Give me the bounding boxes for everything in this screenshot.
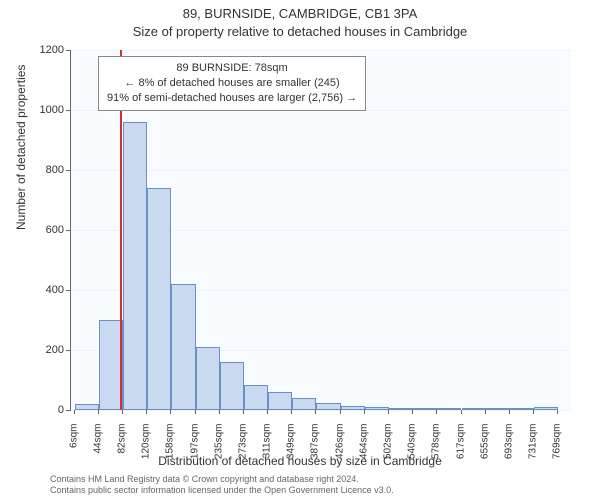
histogram-bar — [413, 408, 437, 410]
xtick-mark — [557, 410, 558, 414]
histogram-bar — [75, 404, 99, 410]
ytick-mark — [66, 230, 70, 231]
y-axis-label: Number of detached properties — [14, 65, 28, 230]
ytick-mark — [66, 170, 70, 171]
xtick-label: 120sqm — [140, 424, 151, 474]
info-box: 89 BURNSIDE: 78sqm ← 8% of detached hous… — [98, 56, 366, 111]
histogram-bar — [316, 403, 341, 411]
histogram-bar — [244, 385, 268, 411]
xtick-mark — [315, 410, 316, 414]
xtick-mark — [509, 410, 510, 414]
info-box-line1: 89 BURNSIDE: 78sqm — [107, 61, 357, 76]
xtick-label: 502sqm — [382, 424, 393, 474]
xtick-label: 617sqm — [455, 424, 466, 474]
histogram-bar — [510, 408, 534, 410]
ytick-label: 0 — [34, 404, 64, 416]
xtick-label: 540sqm — [406, 424, 417, 474]
ytick-mark — [66, 350, 70, 351]
histogram-bar — [292, 398, 316, 410]
xtick-mark — [170, 410, 171, 414]
histogram-bar — [389, 408, 413, 410]
xtick-mark — [364, 410, 365, 414]
xtick-mark — [533, 410, 534, 414]
ytick-mark — [66, 50, 70, 51]
xtick-label: 311sqm — [261, 424, 272, 474]
xtick-label: 158sqm — [165, 424, 176, 474]
ytick-label: 600 — [34, 224, 64, 236]
xtick-label: 693sqm — [503, 424, 514, 474]
histogram-bar — [99, 320, 123, 410]
xtick-mark — [146, 410, 147, 414]
xtick-label: 235sqm — [213, 424, 224, 474]
xtick-mark — [122, 410, 123, 414]
xtick-label: 426sqm — [334, 424, 345, 474]
xtick-label: 197sqm — [189, 424, 200, 474]
histogram-bar — [123, 122, 147, 410]
histogram-bar — [365, 407, 389, 410]
ytick-mark — [66, 290, 70, 291]
xtick-label: 349sqm — [285, 424, 296, 474]
xtick-label: 387sqm — [309, 424, 320, 474]
xtick-mark — [388, 410, 389, 414]
xtick-label: 578sqm — [430, 424, 441, 474]
xtick-label: 731sqm — [527, 424, 538, 474]
xtick-mark — [195, 410, 196, 414]
xtick-mark — [267, 410, 268, 414]
histogram-bar — [268, 392, 292, 410]
xtick-mark — [436, 410, 437, 414]
title-sub: Size of property relative to detached ho… — [0, 24, 600, 39]
xtick-label: 769sqm — [551, 424, 562, 474]
ytick-label: 800 — [34, 164, 64, 176]
footer-line1: Contains HM Land Registry data © Crown c… — [50, 474, 394, 485]
ytick-label: 400 — [34, 284, 64, 296]
histogram-bar — [341, 406, 365, 411]
ytick-label: 1200 — [34, 44, 64, 56]
gridline — [71, 50, 571, 51]
ytick-mark — [66, 410, 70, 411]
histogram-bar — [220, 362, 244, 410]
histogram-bar — [437, 408, 462, 410]
xtick-mark — [98, 410, 99, 414]
xtick-mark — [291, 410, 292, 414]
histogram-bar — [486, 408, 510, 410]
xtick-mark — [74, 410, 75, 414]
histogram-bar — [462, 408, 486, 410]
info-box-line3: 91% of semi-detached houses are larger (… — [107, 91, 357, 106]
histogram-bar — [534, 407, 558, 410]
xtick-mark — [340, 410, 341, 414]
xtick-label: 655sqm — [479, 424, 490, 474]
histogram-bar — [196, 347, 220, 410]
histogram-bar — [147, 188, 171, 410]
ytick-mark — [66, 110, 70, 111]
xtick-mark — [485, 410, 486, 414]
info-box-line2: ← 8% of detached houses are smaller (245… — [107, 76, 357, 91]
xtick-label: 464sqm — [358, 424, 369, 474]
footer: Contains HM Land Registry data © Crown c… — [50, 474, 394, 496]
xtick-label: 273sqm — [237, 424, 248, 474]
xtick-mark — [461, 410, 462, 414]
xtick-label: 82sqm — [116, 424, 127, 474]
xtick-mark — [243, 410, 244, 414]
title-main: 89, BURNSIDE, CAMBRIDGE, CB1 3PA — [0, 6, 600, 21]
xtick-label: 6sqm — [68, 424, 79, 474]
xtick-label: 44sqm — [92, 424, 103, 474]
ytick-label: 1000 — [34, 104, 64, 116]
ytick-label: 200 — [34, 344, 64, 356]
xtick-mark — [412, 410, 413, 414]
histogram-bar — [171, 284, 196, 410]
xtick-mark — [219, 410, 220, 414]
footer-line2: Contains public sector information licen… — [50, 485, 394, 496]
